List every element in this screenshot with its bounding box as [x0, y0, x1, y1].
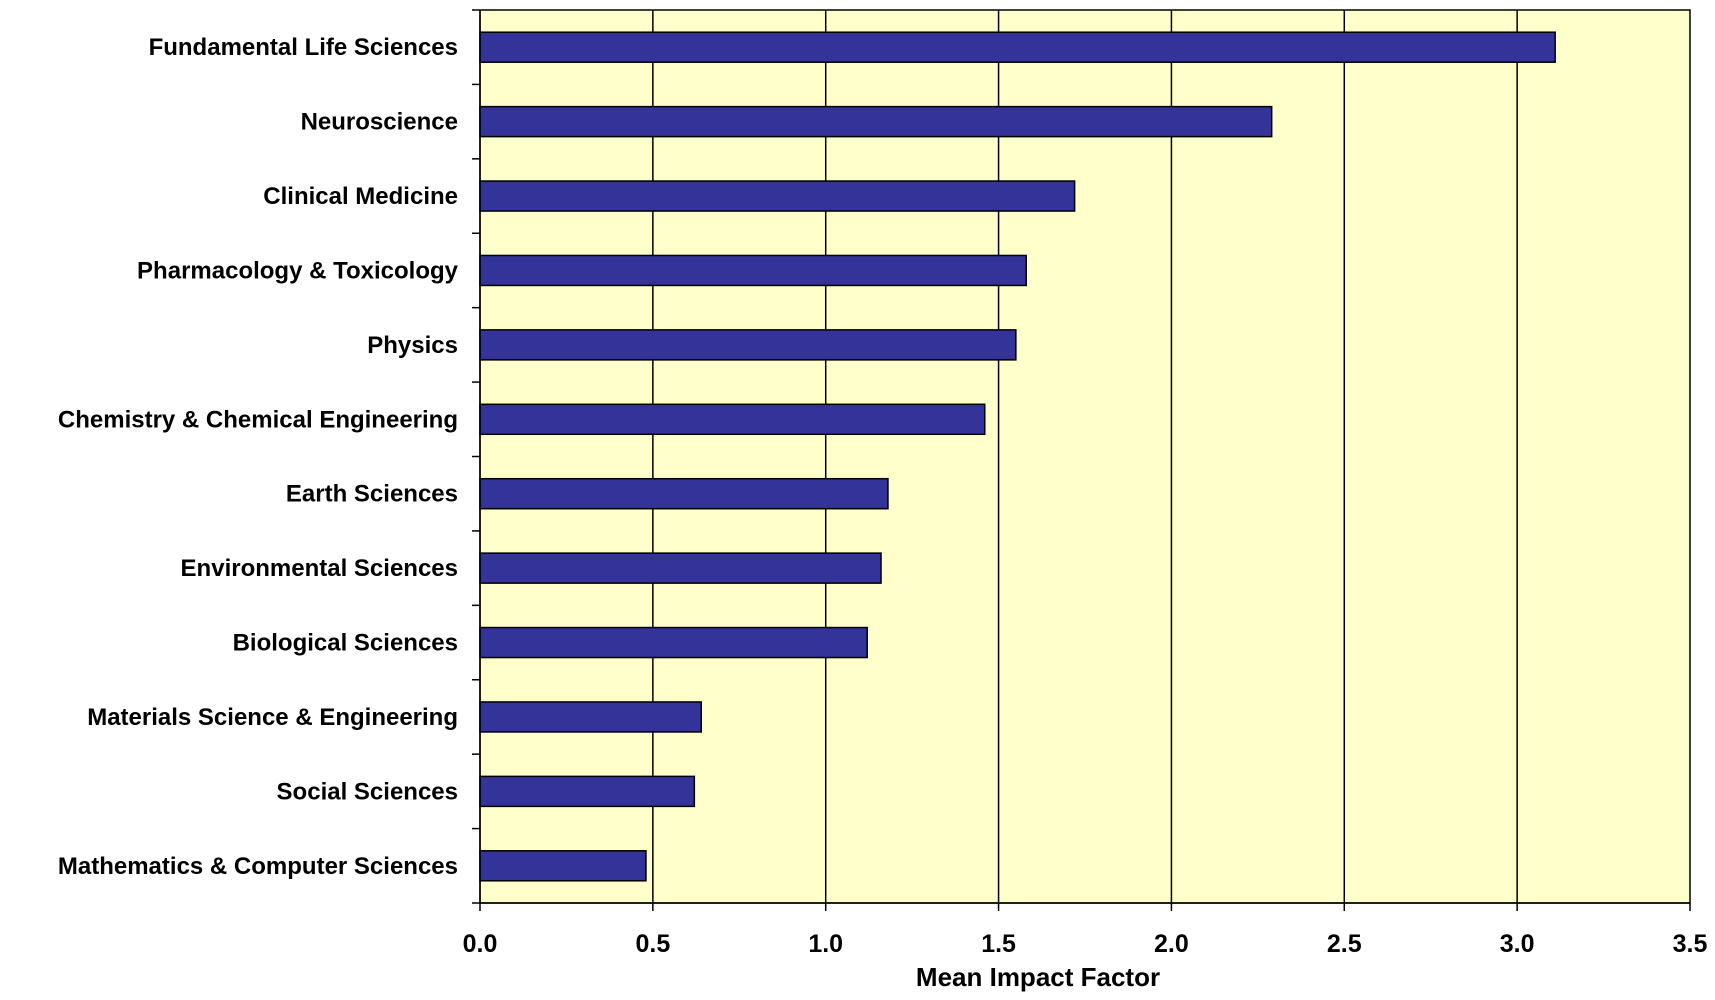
category-label: Environmental Sciences	[181, 555, 458, 582]
x-tick-label: 1.0	[808, 930, 843, 958]
gridlines	[652, 10, 1518, 903]
bar	[479, 552, 882, 584]
category-label: Neuroscience	[301, 109, 458, 136]
x-tick-label: 3.5	[1673, 930, 1708, 958]
x-tick-label: 2.0	[1154, 930, 1189, 958]
bar	[479, 403, 986, 436]
bars	[479, 31, 1556, 882]
bar	[479, 701, 703, 733]
x-tick-labels: 0.0 0.5 1.0 1.5 2.0 2.5 3.0 3.5	[463, 930, 1708, 958]
bar	[479, 180, 1076, 212]
bar	[479, 477, 889, 510]
category-label: Fundamental Life Sciences	[149, 34, 458, 61]
x-tick-label: 0.0	[463, 930, 498, 958]
plot-area	[479, 9, 1691, 904]
x-tick-label: 2.5	[1327, 930, 1362, 958]
bar	[479, 329, 1017, 361]
category-label: Materials Science & Engineering	[87, 704, 458, 731]
x-tick-label: 1.5	[981, 930, 1016, 958]
bar	[479, 775, 696, 808]
category-label: Mathematics & Computer Sciences	[58, 853, 458, 880]
bar	[479, 626, 868, 659]
category-label: Clinical Medicine	[263, 183, 458, 210]
category-label: Pharmacology & Toxicology	[137, 257, 459, 284]
x-tick-label: 3.0	[1500, 930, 1535, 958]
bar	[479, 105, 1273, 138]
category-label: Physics	[367, 332, 458, 359]
category-labels: Fundamental Life Sciences Neuroscience Cli…	[58, 34, 459, 880]
category-label: Earth Sciences	[286, 481, 458, 508]
bar	[479, 850, 647, 882]
x-axis-title: Mean Impact Factor	[916, 962, 1160, 992]
bar	[479, 31, 1556, 63]
category-label: Biological Sciences	[233, 630, 458, 657]
axes	[472, 9, 1691, 911]
bar	[479, 254, 1027, 287]
x-tick-label: 0.5	[635, 930, 670, 958]
category-label: Chemistry & Chemical Engineering	[58, 406, 458, 433]
category-label: Social Sciences	[277, 778, 458, 805]
